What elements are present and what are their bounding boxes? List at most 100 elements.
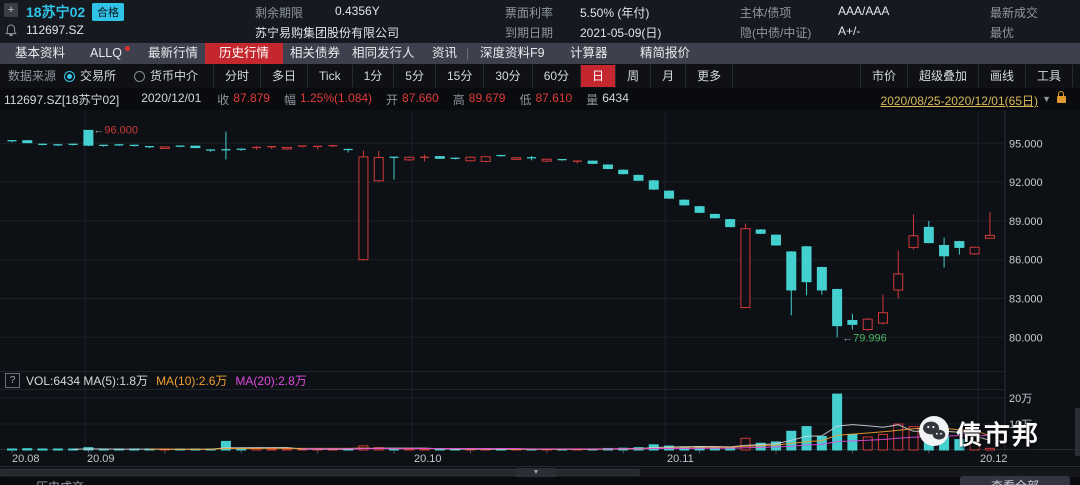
price-axis-label: 80.000 (1009, 332, 1043, 344)
grid-layer: 95.000 92.000 89.000 86.000 83.000 80.000 20万 1… (0, 110, 1080, 467)
time-axis-label: 20.10 (414, 453, 442, 465)
watermark-text: 债市邦 (956, 420, 1041, 450)
volume-axis-label: 10万 (1009, 419, 1032, 431)
period-1min[interactable]: 1分 (351, 65, 394, 87)
rating-value: AAA/AAA (838, 4, 890, 18)
add-watchlist-button[interactable]: + (4, 3, 18, 17)
quote-date: 2020/12/01 (141, 91, 202, 105)
date-range-selector[interactable]: 2020/08/25-2020/12/01(65日) (880, 94, 1038, 108)
period-30min[interactable]: 30分 (483, 65, 531, 87)
price-annotation: ←79.996 (842, 332, 887, 344)
draw-line-button[interactable]: 画线 (977, 65, 1025, 87)
volume-label: 量 (586, 93, 599, 107)
bond-code: 112697.SZ (26, 23, 84, 37)
period-weekly[interactable]: 周 (615, 65, 650, 87)
radio-exchange[interactable]: 交易所 (64, 64, 116, 88)
instrument-id: 112697.SZ[18苏宁02] (4, 93, 120, 107)
price-axis-label: 95.000 (1009, 138, 1043, 150)
remaining-term-label: 剩余期限 (255, 6, 304, 20)
period-tick[interactable]: Tick (307, 65, 352, 87)
period-15min[interactable]: 15分 (434, 65, 483, 87)
radio-broker-icon (134, 71, 145, 82)
bond-title: 18苏宁02 (26, 4, 86, 20)
ohlc-info-row: 112697.SZ[18苏宁02] 2020/12/01 收 87.879 幅 … (0, 88, 1080, 111)
time-axis-label: 20.08 (12, 453, 40, 465)
period-5min[interactable]: 5分 (393, 65, 435, 87)
time-axis-label: 20.11 (667, 453, 694, 465)
toolbar-right-buttons: 市价 超级叠加 画线 工具 (859, 65, 1073, 87)
candles-layer (7, 129, 995, 338)
chart-horizontal-scrollbar[interactable]: ▼ (0, 468, 1080, 477)
price-axis-label: 92.000 (1009, 177, 1043, 189)
period-daily[interactable]: 日 (580, 65, 616, 87)
scrollbar-thumb[interactable] (0, 469, 640, 476)
close-label: 收 (217, 93, 230, 107)
function-tabs-bar: 基本资料 ALLQ 最新行情 历史行情 相关债券 相同发行人 资讯 | 深度资料… (0, 43, 1080, 64)
history-trades-panel: 历史成交 查看全部 (0, 476, 1080, 485)
remaining-term-value: 0.4356Y (335, 4, 380, 18)
wechat-icon (918, 415, 950, 452)
time-axis-label: 20.09 (87, 453, 115, 465)
chart-region: 95.000 92.000 89.000 86.000 83.000 80.000 20万 1… (0, 110, 1080, 467)
ma20-text: MA(20):2.8万 (235, 374, 307, 388)
rating-label: 主体/债项 (740, 6, 792, 20)
period-intraday[interactable]: 分时 (213, 65, 260, 87)
maturity-date-label: 到期日期 (505, 26, 554, 40)
volume-axis-label: 20万 (1009, 393, 1032, 405)
tools-button[interactable]: 工具 (1024, 65, 1073, 87)
period-monthly[interactable]: 月 (650, 65, 685, 87)
price-axis-label: 86.000 (1009, 255, 1043, 267)
vol-ma5-text: VOL:6434 MA(5):1.8万 (26, 374, 149, 388)
high-label: 高 (452, 93, 465, 107)
maturity-date-value: 2021-05-09(日) (580, 26, 662, 40)
period-selector: 分时 多日 Tick 1分 5分 15分 30分 60分 日 周 月 更多 (213, 65, 734, 87)
tab-basic-info[interactable]: 基本资料 (15, 46, 66, 60)
vertical-scrollbar-thumb[interactable] (1075, 408, 1080, 456)
tab-latest-quotes[interactable]: 最新行情 (148, 46, 199, 60)
volume-indicator-legend: ? VOL:6434 MA(5):1.8万 MA(10):2.6万 MA(20)… (0, 371, 1005, 390)
price-axis-label: 89.000 (1009, 216, 1043, 228)
change-label: 幅 (283, 93, 296, 107)
volume-ma-line (302, 434, 990, 450)
candlestick-volume-chart[interactable]: 95.000 92.000 89.000 86.000 83.000 80.000 20万 1… (0, 110, 1080, 467)
watermark: 债市邦 (918, 415, 1040, 452)
qualified-badge: 合格 (92, 3, 124, 21)
help-icon[interactable]: ? (5, 373, 20, 388)
lock-icon[interactable] (1057, 91, 1066, 103)
tab-deep-data-f9[interactable]: 深度资料F9 (480, 46, 545, 60)
radio-exchange-icon (64, 71, 75, 82)
data-source-label: 数据来源 (8, 69, 57, 83)
issuer-name: 苏宁易购集团股份有限公司 (255, 26, 400, 40)
radio-money-broker[interactable]: 货币中介 (134, 64, 198, 88)
tab-related-bonds[interactable]: 相关债券 (290, 46, 341, 60)
coupon-rate-label: 票面利率 (505, 6, 554, 20)
period-multiday[interactable]: 多日 (260, 65, 307, 87)
security-header: + 18苏宁02 合格 112697.SZ 剩余期限 0.4356Y 苏宁易购集… (0, 0, 1080, 43)
period-60min[interactable]: 60分 (531, 65, 580, 87)
implied-rating-value: A+/- (838, 24, 861, 38)
tab-simple-quote[interactable]: 精简报价 (640, 46, 691, 60)
open-value: 87.660 (402, 91, 439, 105)
chart-toolbar: 数据来源 交易所 货币中介 分时 多日 Tick 1分 5分 15分 30分 6… (0, 64, 1080, 89)
alert-bell-icon[interactable] (5, 24, 17, 42)
tab-calculator[interactable]: 计算器 (570, 46, 608, 60)
price-axis-label: 83.000 (1009, 293, 1043, 305)
tab-allq[interactable]: ALLQ (90, 46, 122, 60)
tab-history-quotes[interactable]: 历史行情 (205, 43, 284, 64)
market-price-button[interactable]: 市价 (859, 65, 907, 87)
collapse-panel-button[interactable]: ▼ (516, 468, 556, 477)
coupon-rate-value: 5.50% (年付) (580, 6, 650, 20)
implied-rating-label: 隐(中债/中证) (740, 26, 812, 40)
low-value: 87.610 (535, 91, 573, 105)
tab-same-issuer[interactable]: 相同发行人 (352, 46, 415, 60)
chevron-down-icon[interactable]: ▼ (1042, 94, 1051, 104)
view-all-button[interactable]: 查看全部 (960, 476, 1070, 485)
ma10-text: MA(10):2.6万 (156, 374, 228, 388)
super-overlay-button[interactable]: 超级叠加 (906, 65, 978, 87)
tab-news[interactable]: 资讯 (432, 46, 458, 60)
period-more[interactable]: 更多 (685, 65, 732, 87)
open-label: 开 (386, 93, 399, 107)
history-trades-title: 历史成交 (36, 478, 84, 485)
volume-value: 6434 (602, 91, 629, 105)
close-value: 87.879 (233, 91, 270, 105)
